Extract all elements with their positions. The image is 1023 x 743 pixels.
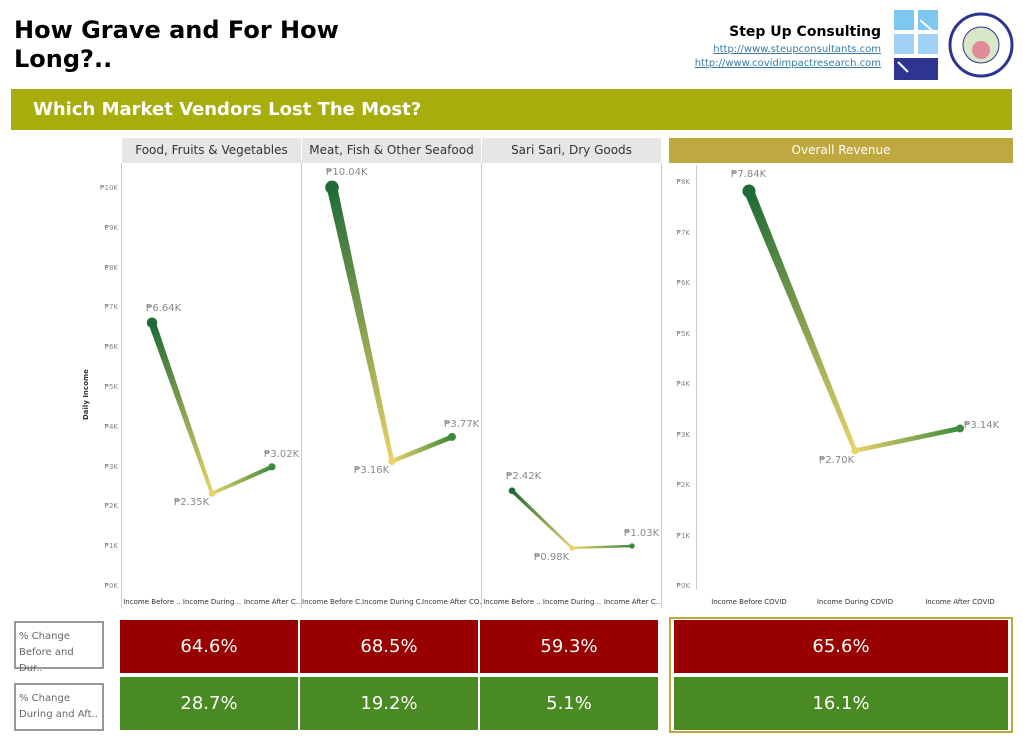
x-tick-label: Income Before ..: [123, 598, 181, 606]
overall-pct-change-cell: 65.6%: [674, 620, 1008, 673]
company-name: Step Up Consulting: [729, 24, 881, 40]
data-point: [325, 180, 339, 195]
x-tick-label: Income Before C..: [302, 598, 362, 606]
x-tick-label: Income After CO..: [422, 598, 482, 606]
panel-divider: [121, 163, 122, 608]
point-label: ₱3.77K: [444, 418, 480, 430]
pct-change-cell: 68.5%: [300, 620, 478, 673]
y-tick-label: ₱1K: [676, 531, 691, 540]
x-tick-label: Income Before ..: [483, 598, 541, 606]
panel-divider: [661, 163, 662, 608]
x-tick-label: Income During ..: [182, 598, 242, 606]
city-seal-logo: [948, 12, 1014, 78]
y-tick-label: ₱5K: [676, 329, 691, 338]
data-point: [569, 545, 575, 551]
overall-y-axis: [696, 165, 697, 590]
y-tick-label: ₱8K: [104, 263, 119, 272]
data-point: [629, 543, 635, 549]
y-tick-label: ₱3K: [676, 430, 691, 439]
y-tick-label: ₱2K: [676, 481, 691, 489]
point-label: ₱2.35K: [174, 497, 210, 509]
y-tick-label: ₱8K: [676, 178, 691, 186]
data-point: [268, 463, 276, 471]
point-label: ₱3.14K: [964, 420, 1000, 432]
step-up-logo: [894, 10, 938, 80]
row-label-during-after: % Change During and Aft..: [14, 683, 104, 731]
point-label: ₱1.03K: [624, 528, 660, 539]
y-tick-label: ₱7K: [676, 228, 691, 237]
point-label: ₱3.02K: [264, 448, 300, 460]
pct-change-cell: 28.7%: [120, 677, 298, 730]
row-label-before-during: % Change Before and Dur..: [14, 621, 104, 674]
steup-link[interactable]: http://www.steupconsultants.com: [713, 44, 881, 55]
line-segment: [571, 544, 633, 550]
x-tick-label: Income During ..: [542, 598, 602, 606]
data-point: [388, 457, 396, 465]
pct-change-cell: 19.2%: [300, 677, 478, 730]
panel-header-food: Food, Fruits & Vegetables: [122, 138, 301, 163]
data-point: [448, 433, 456, 441]
data-point: [508, 487, 516, 495]
overall-pct-box: [669, 617, 1013, 733]
data-point: [851, 446, 859, 455]
panel-header-meat: Meat, Fish & Other Seafood: [302, 138, 481, 163]
y-tick-label: ₱2K: [104, 502, 119, 511]
x-tick-label: Income After C..: [243, 598, 301, 606]
line-segment: [510, 489, 573, 549]
y-tick-label: ₱6K: [676, 279, 691, 287]
x-tick-label: Income After COVID: [925, 598, 995, 606]
y-tick-label: ₱7K: [104, 303, 119, 312]
y-tick-label: ₱0K: [104, 582, 119, 590]
y-tick-label: ₱5K: [104, 383, 119, 391]
data-point: [146, 317, 158, 328]
overall-pct-change-cell: 16.1%: [674, 677, 1008, 730]
line-segment: [854, 426, 961, 453]
point-label: ₱10.04K: [326, 167, 368, 179]
pct-change-cell: 5.1%: [480, 677, 658, 730]
point-label: ₱7.84K: [731, 169, 767, 181]
point-label: ₱6.64K: [146, 302, 182, 314]
x-tick-label: Income During COVID: [816, 598, 894, 606]
y-tick-label: ₱6K: [104, 343, 119, 352]
data-point: [742, 184, 756, 198]
line-segment: [211, 464, 273, 496]
page-title: How Grave and For How Long?..: [14, 16, 339, 73]
panel-header-sarisari: Sari Sari, Dry Goods: [482, 138, 661, 163]
data-point: [208, 490, 216, 497]
y-tick-label: ₱3K: [104, 462, 119, 471]
line-segment: [744, 189, 858, 452]
pct-change-cell: 59.3%: [480, 620, 658, 673]
section-banner: Which Market Vendors Lost The Most?: [11, 89, 1012, 130]
x-tick-label: Income During C..: [362, 598, 422, 606]
panel-header-overall: Overall Revenue: [669, 138, 1013, 163]
y-tick-label: ₱4K: [104, 422, 119, 431]
line-segment: [391, 434, 453, 464]
point-label: ₱3.16K: [354, 465, 390, 477]
y-tick-label: ₱4K: [676, 380, 691, 388]
pct-change-cell: 64.6%: [120, 620, 298, 673]
y-tick-label: ₱0K: [676, 582, 691, 590]
panel-divider: [301, 163, 302, 608]
x-tick-label: Income Before COVID: [711, 598, 787, 606]
y-tick-label: ₱10K: [100, 184, 118, 192]
y-tick-label: ₱1K: [104, 542, 119, 551]
y-tick-label: ₱9K: [104, 223, 119, 232]
point-label: ₱0.98K: [534, 551, 570, 563]
line-segment: [326, 186, 395, 462]
covid-research-link[interactable]: http://www.covidimpactresearch.com: [694, 58, 881, 69]
data-point: [956, 424, 964, 433]
point-label: ₱2.42K: [506, 470, 542, 482]
x-tick-label: Income After C..: [603, 598, 661, 606]
point-label: ₱2.70K: [819, 454, 855, 466]
panel-divider: [481, 163, 482, 608]
line-segment: [148, 321, 214, 495]
